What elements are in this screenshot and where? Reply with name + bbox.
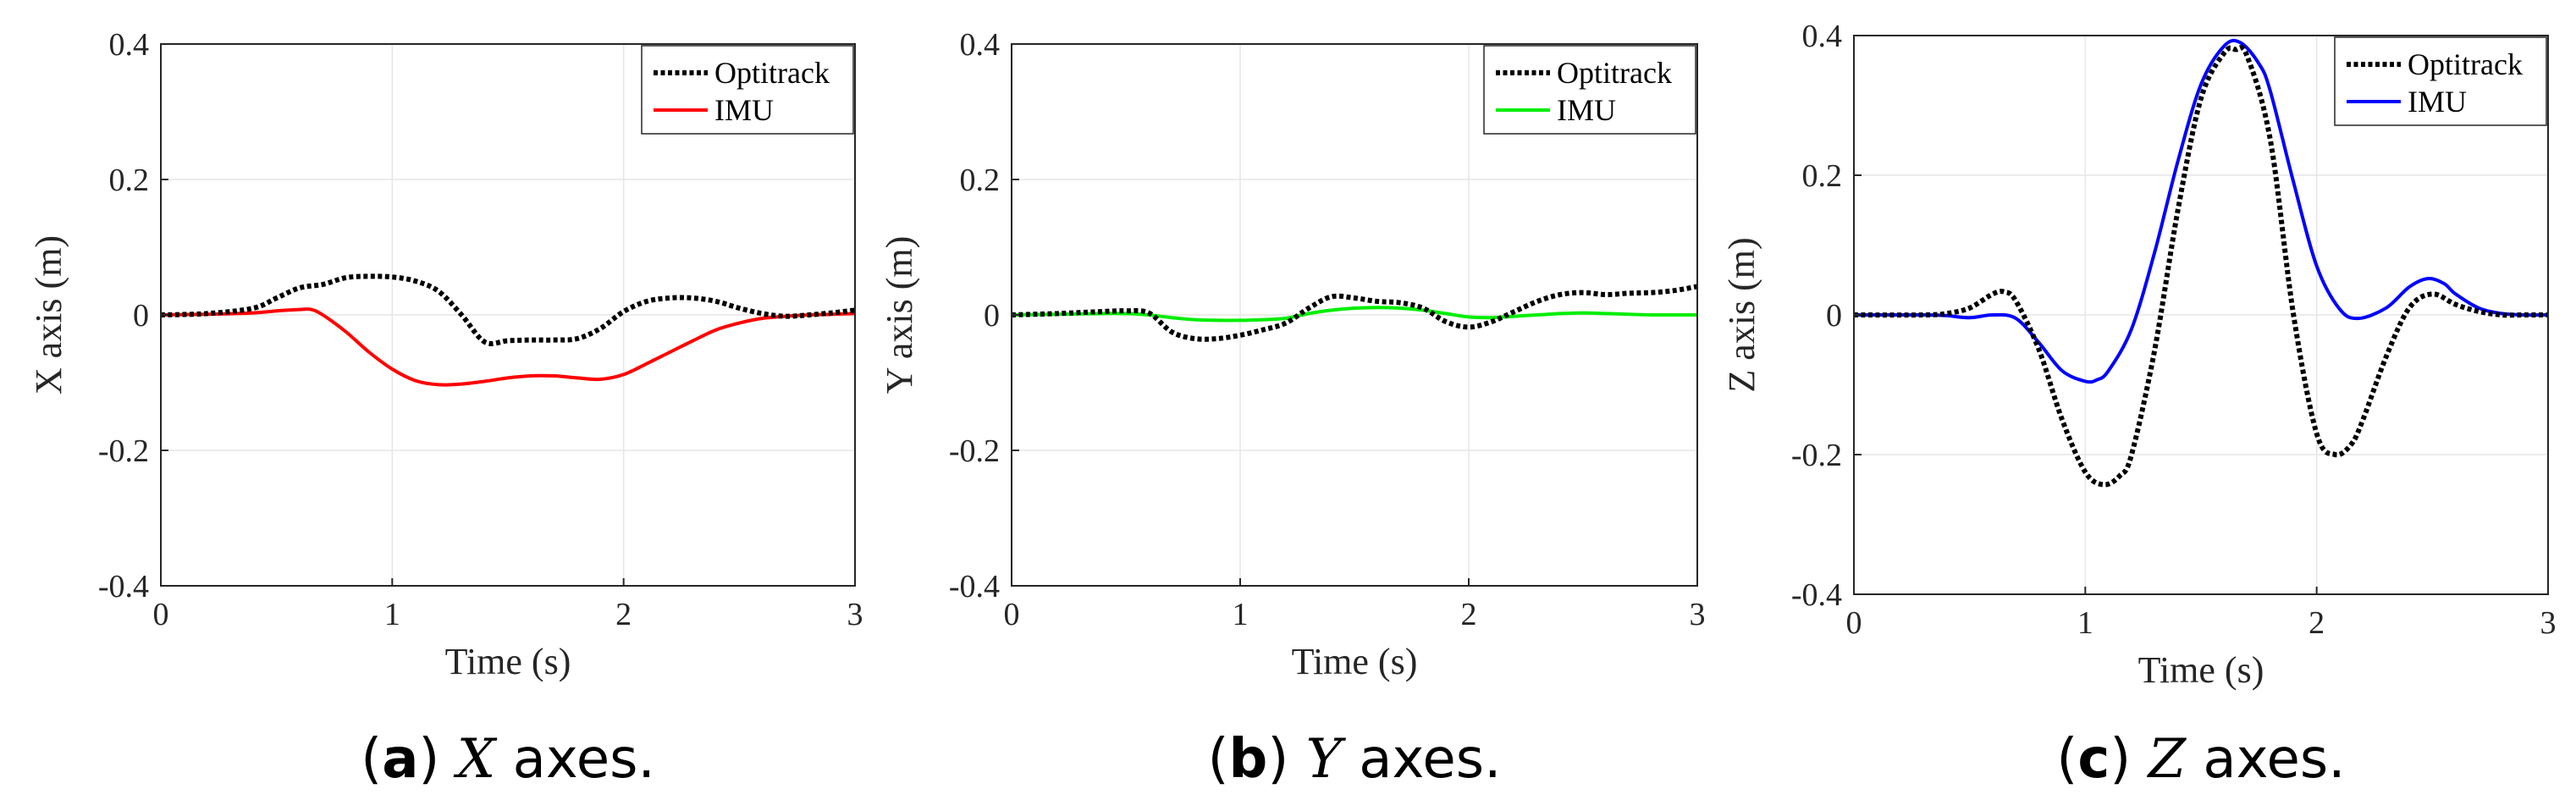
caption-b: (b) Y axes. [1208,728,1502,791]
panel-a: 0 1 2 3-0.4-0.200.20.4 Time (s) X axis (m) … [28,27,863,791]
x-tick-label: 2 [1461,597,1477,632]
y-tick-label: 0.2 [960,163,1001,198]
ticks-b: 0 1 2 3 -0.4 -0.2 0 0.2 0.4 [949,27,1706,632]
x-tick-label: 0 [153,597,169,632]
series-line-optitrack-a [161,273,855,346]
legend-b: Optitrack IMU [1483,45,1696,135]
series-group-c [1854,38,2548,488]
x-tick-label: 2 [615,597,632,632]
caption-a: (a) X axes. [361,728,655,791]
x-tick-label: 3 [1690,597,1706,632]
series-group-a [161,273,855,387]
y-tick-label: -0.4 [98,569,149,604]
y-tick-label: 0.2 [109,163,150,198]
caption-axis-b: Y [1306,728,1347,791]
y-tick-label: -0.4 [949,569,1000,604]
caption-rest-c: axes. [2186,728,2346,791]
y-axis-label-b: Y axis (m) [879,236,920,394]
legend-box-b [1483,45,1696,135]
legend-label-optitrack-a: Optitrack [714,56,830,90]
x-tick-label: 3 [847,597,863,632]
legend-box-a [641,45,854,135]
y-tick-label: -0.2 [1791,438,1842,473]
y-axis-label-c: Z axis (m) [1721,237,1762,392]
y-tick-label: 0.4 [109,27,150,63]
legend-label-imu-a: IMU [714,93,774,127]
x-axis-label-c: Time (s) [2138,649,2264,691]
y-tick-label: -0.4 [1791,577,1842,613]
y-tick-label: 0 [133,298,149,334]
legend-label-imu-c: IMU [2408,85,2467,119]
y-tick-label: 0.4 [1802,19,1843,54]
y-tick-label: 0 [984,298,1000,334]
panel-c: 0 1 2 3-0.4-0.200.20.4 Time (s) Z axis (m) … [1721,19,2557,791]
panel-b: 0 1 2 3-0.4-0.200.20.4 Time (s) Y axis (m) … [879,27,1706,791]
series-line-imu-c [1854,38,2548,384]
caption-letter-c: c [2077,728,2110,791]
caption-letter-b: b [1229,728,1268,791]
series-line-optitrack-b [1012,284,1697,342]
x-tick-label: 3 [2540,605,2557,641]
legend-box-c [2334,36,2547,126]
ticks-a: 0 1 2 3 -0.4 -0.2 0 0.2 0.4 [98,27,863,632]
y-axis-label-a: X axis (m) [28,235,69,394]
caption-axis-a: X [453,728,498,791]
series-line-imu-a [161,307,855,387]
y-tick-label: 0.2 [1802,158,1843,194]
legend-a: Optitrack IMU [641,45,854,135]
y-tick-label: 0.4 [960,27,1001,63]
y-tick-label: 0 [1826,298,1842,334]
y-tick-label: -0.2 [98,433,149,469]
legend-label-optitrack-b: Optitrack [1557,56,1672,90]
caption-rest-b: axes. [1342,728,1502,791]
series-group-b [1012,284,1697,342]
legend-c: Optitrack IMU [2334,36,2547,126]
caption-rest-a: axes. [495,728,655,791]
x-tick-label: 0 [1004,597,1020,632]
caption-axis-c: Z [2147,728,2187,791]
x-tick-label: 0 [1846,605,1862,641]
legend-label-optitrack-c: Optitrack [2408,47,2523,81]
x-axis-label-a: Time (s) [445,641,571,682]
ticks-c: 0 1 2 3 -0.4 -0.2 0 0.2 0.4 [1791,19,2557,641]
y-tick-label: -0.2 [949,433,1000,469]
x-tick-label: 1 [384,597,400,632]
x-tick-label: 1 [1233,597,1249,632]
caption-c: (c) Z axes. [2056,728,2345,791]
x-tick-label: 1 [2077,605,2093,641]
caption-letter-a: a [382,728,418,791]
x-axis-label-b: Time (s) [1292,641,1418,682]
x-tick-label: 2 [2308,605,2325,641]
series-line-optitrack-c [1854,45,2548,488]
series-line-imu-b [1012,306,1697,323]
legend-label-imu-b: IMU [1557,93,1616,127]
